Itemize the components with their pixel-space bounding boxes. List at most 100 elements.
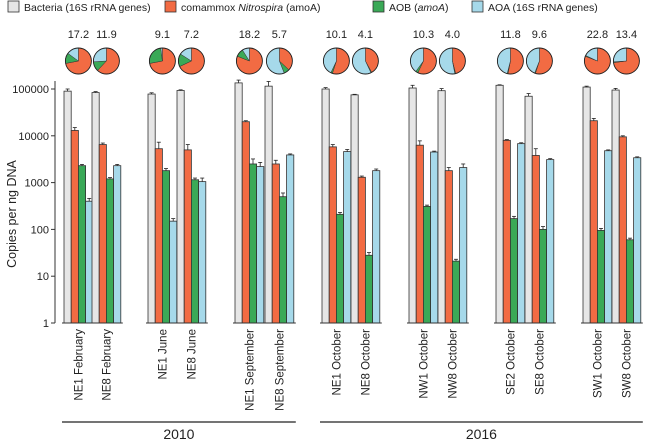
legend: Bacteria (16S rRNA genes) comammox Nitro… bbox=[7, 0, 598, 14]
bar-bacteria bbox=[495, 84, 504, 324]
bar-bacteria bbox=[234, 82, 243, 324]
bar-aob bbox=[597, 230, 606, 324]
bar-aob bbox=[509, 218, 518, 324]
legend-label-aob-suffix: ) bbox=[445, 2, 449, 14]
bar-aoa bbox=[372, 170, 381, 324]
pie-chart bbox=[92, 47, 120, 75]
ratio-label: 4.1 bbox=[358, 29, 373, 41]
bar-aob bbox=[451, 260, 460, 324]
pie-outline bbox=[177, 47, 205, 75]
bar-aoa bbox=[343, 151, 352, 324]
sample-label: SE2 October bbox=[505, 329, 517, 395]
pie-outline bbox=[583, 47, 611, 75]
ratio-label: 9.1 bbox=[155, 29, 170, 41]
legend-label-bacteria: Bacteria (16S rRNA genes) bbox=[24, 2, 151, 14]
bar-comammox bbox=[531, 155, 540, 324]
ratio-label: 10.3 bbox=[413, 29, 434, 41]
bar-aob bbox=[248, 163, 257, 324]
bar-aoa bbox=[113, 165, 122, 324]
bar-bacteria bbox=[350, 94, 359, 324]
sample-group: 9.1 NE1 June bbox=[146, 29, 179, 380]
legend-label-bacteria-prefix: Bacteria (16S rRNA genes) bbox=[24, 2, 151, 14]
pie-chart bbox=[438, 47, 466, 75]
bar-comammox bbox=[444, 170, 453, 324]
y-tick-label: 1000 bbox=[25, 178, 49, 190]
pie-outline bbox=[438, 47, 466, 75]
legend-item-aob: AOB (amoA) bbox=[372, 0, 449, 14]
sample-group: 22.8 SW1 October bbox=[581, 29, 614, 398]
sample-label: SE8 October bbox=[534, 329, 546, 395]
sample-label: NW8 October bbox=[447, 329, 459, 399]
legend-swatch-aoa bbox=[471, 0, 484, 13]
pie-outline bbox=[612, 47, 640, 75]
sample-group: 10.3 NW1 October bbox=[407, 29, 440, 399]
bar-aob bbox=[626, 239, 635, 324]
bar-comammox bbox=[183, 149, 192, 324]
y-axis-title: Copies per ng DNA bbox=[5, 159, 19, 267]
plot-area: 1 10 100 1000 10000 100000 17.2 NE1 February 11.… bbox=[12, 29, 643, 442]
bar-aob bbox=[78, 165, 87, 324]
bar-aoa bbox=[256, 166, 265, 324]
ratio-label: 4.0 bbox=[445, 29, 460, 41]
bar-aoa bbox=[517, 143, 526, 324]
sample-label: NW1 October bbox=[418, 329, 430, 399]
pie-chart bbox=[235, 47, 263, 75]
sample-group: 13.4 SW8 October bbox=[610, 29, 643, 398]
pie-slice-aoa bbox=[439, 47, 456, 75]
bar-comammox bbox=[589, 120, 598, 324]
sample-label: NE8 June bbox=[186, 329, 198, 380]
legend-label-comammox-suffix: (amoA) bbox=[283, 2, 320, 14]
legend-item-aoa: AOA (16S rRNA genes) bbox=[471, 0, 598, 14]
legend-label-aoa-prefix: AOA (16S rRNA genes) bbox=[488, 2, 598, 14]
y-tick-label: 100 bbox=[31, 224, 49, 236]
sample-label: NE1 February bbox=[73, 329, 85, 401]
ratio-label: 17.2 bbox=[68, 29, 89, 41]
year-label: 2010 bbox=[163, 426, 194, 442]
bar-bacteria bbox=[437, 90, 446, 324]
bar-bacteria bbox=[408, 87, 417, 324]
y-tick-label: 1 bbox=[43, 318, 49, 330]
pie-chart bbox=[496, 47, 524, 75]
pie-outline bbox=[496, 47, 524, 75]
ratio-label: 13.4 bbox=[616, 29, 637, 41]
bar-bacteria bbox=[321, 88, 330, 324]
bar-aob bbox=[422, 206, 431, 324]
bar-comammox bbox=[98, 144, 107, 324]
pie-chart bbox=[525, 47, 553, 75]
ratio-label: 22.8 bbox=[587, 29, 608, 41]
bar-aob bbox=[364, 254, 373, 324]
pie-chart bbox=[265, 47, 293, 75]
bar-bacteria bbox=[176, 90, 185, 324]
legend-label-aob-prefix: AOB ( bbox=[389, 2, 418, 14]
bar-comammox bbox=[70, 130, 79, 324]
legend-label-aoa: AOA (16S rRNA genes) bbox=[488, 2, 598, 14]
sample-label: NE1 October bbox=[331, 329, 343, 396]
pie-outline bbox=[409, 47, 437, 75]
pie-outline bbox=[351, 47, 379, 75]
pie-outline bbox=[92, 47, 120, 75]
pie-outline bbox=[235, 47, 263, 75]
bar-bacteria bbox=[582, 86, 591, 324]
sample-group: 4.0 NW8 October bbox=[436, 29, 469, 399]
pie-slice-aob bbox=[149, 47, 163, 64]
legend-swatch-bacteria bbox=[7, 0, 20, 13]
ratio-label: 10.1 bbox=[326, 29, 347, 41]
bar-comammox bbox=[154, 148, 163, 324]
bar-bacteria bbox=[264, 85, 273, 324]
legend-label-comammox-prefix: comammox bbox=[181, 2, 238, 14]
bar-comammox bbox=[241, 121, 250, 324]
sample-group: 9.6 SE8 October bbox=[523, 29, 556, 395]
pie-chart bbox=[583, 47, 611, 75]
ratio-label: 18.2 bbox=[239, 29, 260, 41]
sample-label: NE1 June bbox=[157, 329, 169, 380]
y-tick-label: 10 bbox=[37, 271, 49, 283]
bar-bacteria bbox=[524, 95, 533, 324]
bar-comammox bbox=[618, 136, 627, 324]
ratio-label: 7.2 bbox=[184, 29, 199, 41]
bar-aob bbox=[278, 196, 287, 324]
ratio-label: 11.9 bbox=[96, 29, 117, 41]
bar-comammox bbox=[271, 163, 280, 324]
legend-label-comammox: comammox Nitrospira (amoA) bbox=[181, 2, 320, 14]
sample-group: 18.2 NE1 September bbox=[233, 29, 266, 411]
